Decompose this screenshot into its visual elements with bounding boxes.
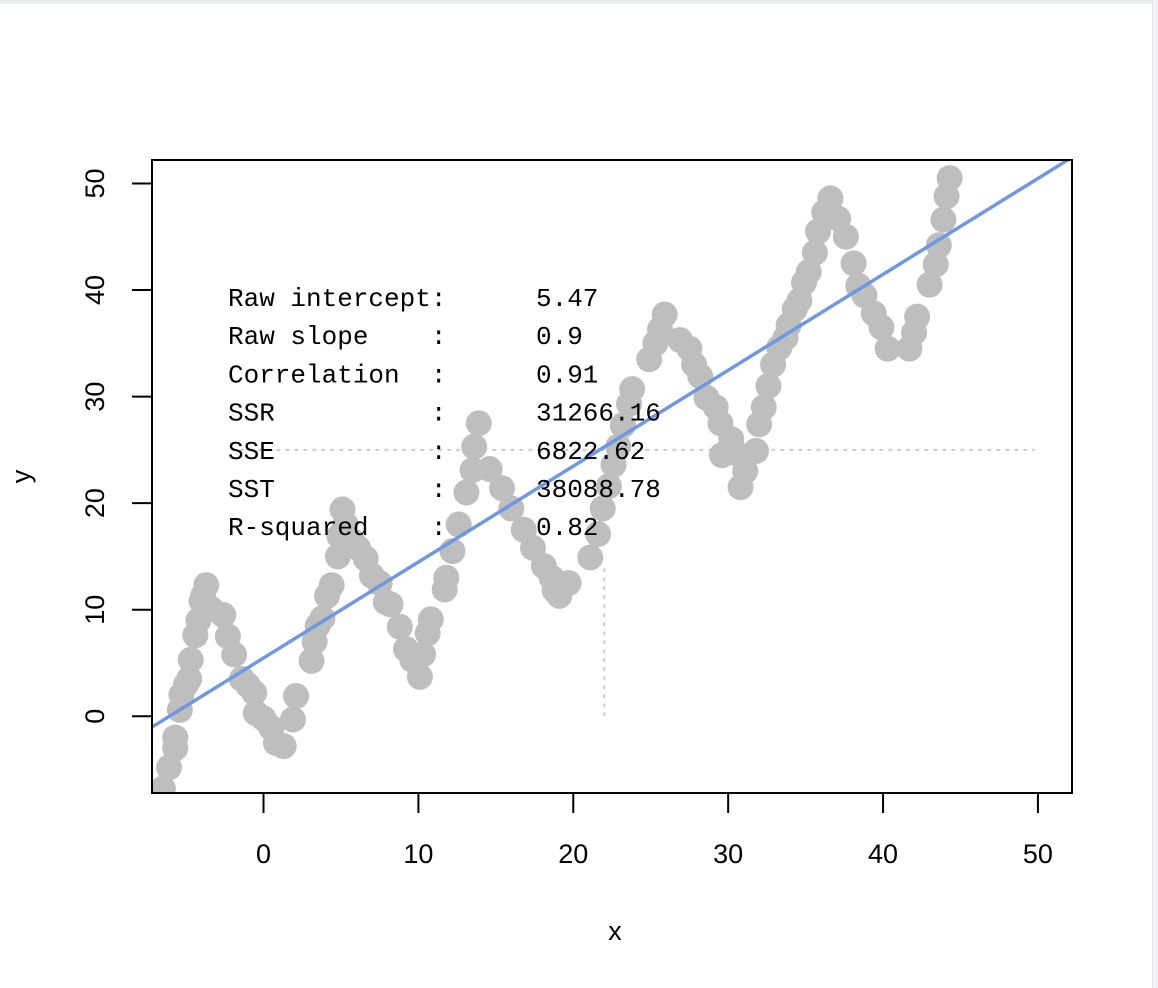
data-point [925, 232, 952, 259]
data-point [743, 437, 770, 464]
stat-label: Correlation : [228, 360, 446, 390]
data-point [589, 495, 616, 522]
data-point [476, 456, 503, 483]
data-point [410, 641, 437, 668]
data-point [555, 570, 582, 597]
data-point [417, 606, 444, 633]
y-tick-label: 20 [80, 488, 110, 518]
data-point [433, 564, 460, 591]
x-tick-label: 10 [403, 839, 433, 869]
data-point [270, 733, 297, 760]
data-point [279, 706, 306, 733]
data-point [377, 591, 404, 618]
stat-value: 31266.16 [536, 399, 661, 429]
stat-label: R-squared : [228, 513, 446, 543]
y-tick-label: 0 [80, 709, 110, 724]
x-tick-label: 0 [256, 839, 271, 869]
data-point [930, 206, 957, 233]
data-point [585, 521, 612, 548]
data-point [283, 683, 310, 710]
x-axis: 0 10 20 30 40 50 [256, 792, 1053, 869]
mean-guide-lines [240, 448, 1035, 717]
regression-line-group [152, 160, 1072, 729]
x-tick-label: 40 [868, 839, 898, 869]
data-point [651, 301, 678, 328]
data-point [177, 646, 204, 673]
data-point [732, 458, 759, 485]
data-point [445, 511, 472, 538]
stat-value: 0.82 [536, 513, 598, 543]
data-point [176, 665, 203, 692]
data-point [832, 223, 859, 250]
data-point [210, 602, 237, 629]
stat-label: SST : [228, 475, 446, 505]
data-point [904, 303, 931, 330]
x-axis-title: x [608, 916, 622, 946]
y-axis: 0 10 20 30 40 50 [80, 168, 153, 724]
data-point [817, 185, 844, 212]
regression-line [152, 160, 1072, 729]
y-tick-label: 30 [80, 382, 110, 412]
data-point [868, 314, 895, 341]
data-point [318, 572, 345, 599]
window-top-border [0, 0, 1158, 4]
data-point [461, 433, 488, 460]
stat-value: 6822.62 [536, 437, 645, 467]
data-point [577, 544, 604, 571]
data-point [916, 271, 943, 298]
y-tick-label: 50 [80, 168, 110, 198]
regression-stats-panel: Raw intercept: 5.47 Raw slope : 0.9 Correlat… [228, 284, 661, 543]
stat-label: Raw slope : [228, 322, 446, 352]
data-point [489, 475, 516, 502]
y-axis-title: y [6, 469, 36, 483]
x-tick-label: 20 [558, 839, 588, 869]
data-point [465, 410, 492, 437]
data-point [922, 251, 949, 278]
data-point [619, 376, 646, 403]
data-point [386, 613, 413, 640]
data-point [874, 335, 901, 362]
data-point [801, 239, 828, 266]
data-point [241, 679, 268, 706]
data-point [750, 394, 777, 421]
data-point [605, 433, 632, 460]
y-tick-label: 40 [80, 275, 110, 305]
stat-value: 0.91 [536, 360, 598, 390]
stat-value: 5.47 [536, 284, 598, 314]
stat-label: SSE : [228, 437, 446, 467]
data-point [936, 165, 963, 192]
window-right-scroll-edge [1152, 0, 1158, 988]
data-point [406, 663, 433, 690]
stat-value: 38088.78 [536, 475, 661, 505]
data-point [595, 473, 622, 500]
data-point [453, 479, 480, 506]
x-tick-label: 30 [713, 839, 743, 869]
data-point [221, 641, 248, 668]
data-point [840, 250, 867, 277]
data-point [298, 647, 325, 674]
data-point [755, 372, 782, 399]
stat-value: 0.9 [536, 322, 583, 352]
stat-label: SSR : [228, 399, 446, 429]
stat-label: Raw intercept: [228, 284, 446, 314]
data-points [152, 165, 963, 793]
data-point [193, 572, 220, 599]
x-tick-label: 50 [1023, 839, 1053, 869]
y-tick-label: 10 [80, 595, 110, 625]
data-point [162, 724, 189, 751]
